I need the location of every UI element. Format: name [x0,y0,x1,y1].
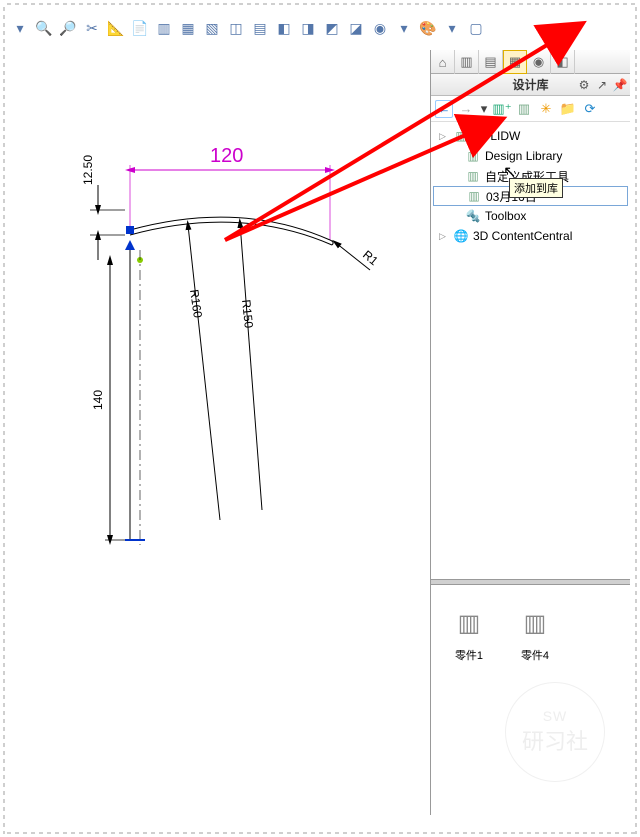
tool-icon[interactable]: ◪ [346,18,366,38]
tree-item[interactable]: 🔩 Toolbox [433,206,628,226]
tool-icon[interactable]: ▢ [466,18,486,38]
custom-tab[interactable]: ▤ [479,50,503,74]
top-toolbar: ▾ 🔍 🔎 ✂ 📐 📄 ▥ ▦ ▧ ◫ ▤ ◧ ◨ ◩ ◪ ◉ ▾ 🎨 ▾ ▢ [10,18,486,38]
tree-item[interactable]: ▷ 🌐 3D ContentCentral [433,226,628,246]
nav-back-icon[interactable]: ← [435,100,453,118]
part-label: 零件1 [455,647,483,663]
part-thumb: ▥ [451,605,487,641]
tool-icon[interactable]: ✂ [82,18,102,38]
part-thumb: ▥ [517,605,553,641]
tool-icon[interactable]: ◉ [370,18,390,38]
refresh-icon[interactable]: ⟳ [581,100,599,118]
folder-icon[interactable]: 📁 [559,100,577,118]
tab-strip: ⌂▥▤▦◉◧ [431,50,630,74]
dim-r160: R160 [187,288,205,319]
dim-r150: R150 [239,299,256,329]
tool-icon[interactable]: ▤ [250,18,270,38]
tool-icon[interactable]: ◫ [226,18,246,38]
props-tab[interactable]: ▦ [503,50,527,74]
tool-icon[interactable]: ▦ [178,18,198,38]
item-label: Design Library [485,149,562,163]
tool-icon[interactable]: ◧ [274,18,294,38]
tool-icon[interactable]: 🔍 [34,18,54,38]
tool-icon[interactable]: ▾ [10,18,30,38]
gear-icon[interactable]: ⚙ [576,77,592,93]
item-icon: ▥ [453,129,469,143]
tooltip: 添加到库 [509,178,563,198]
tool-icon[interactable]: 📐 [106,18,126,38]
item-label: 3D ContentCentral [473,229,572,243]
item-icon: ▥ [465,169,481,183]
tool-icon[interactable]: ◨ [298,18,318,38]
parts-panel: ▥ 零件1 ▥ 零件4 [431,593,630,675]
expand-icon[interactable]: ↗ [594,77,610,93]
nav-fwd-icon[interactable]: → [457,100,475,118]
expand-icon[interactable]: ▷ [439,231,449,242]
watermark: SW 研习社 [505,682,605,782]
tool-icon[interactable]: ▾ [442,18,462,38]
part4[interactable]: ▥ 零件4 [517,605,553,663]
pin-icon[interactable]: 📌 [612,77,628,93]
item-icon: ▥ [466,189,482,203]
item-icon: ▥ [465,149,481,163]
tool-icon[interactable]: 📄 [130,18,150,38]
dim-height: 140 [91,390,105,410]
nav-drop-icon[interactable]: ▾ [479,100,489,118]
home-tab[interactable]: ⌂ [431,50,455,74]
dim-width: 120 [210,145,243,167]
pane-divider[interactable] [431,579,630,585]
tree-item[interactable]: ▷ ▥ SOLIDW [433,126,628,146]
tool-icon[interactable]: ◩ [322,18,342,38]
library-icon[interactable]: ▥ [515,100,533,118]
tool-icon[interactable]: ▾ [394,18,414,38]
tool-icon[interactable]: 🔎 [58,18,78,38]
appearance-tab[interactable]: ◉ [527,50,551,74]
sketch-canvas: 120 12.50 140 R160 R150 R1 [10,40,410,580]
panel-header: 设计库 ⚙ ↗ 📌 [431,74,630,96]
expand-icon[interactable]: ▷ [439,131,449,142]
panel-title: 设计库 [512,76,548,93]
part1[interactable]: ▥ 零件1 [451,605,487,663]
tool-icon[interactable]: ▥ [154,18,174,38]
tree-item[interactable]: ▥ Design Library [433,146,628,166]
item-label: SOLIDW [473,129,520,143]
item-icon: 🔩 [465,209,481,223]
tool-icon[interactable]: 🎨 [418,18,438,38]
part-label: 零件4 [521,647,549,663]
new-icon[interactable]: ✳ [537,100,555,118]
item-icon: 🌐 [453,229,469,243]
tool-icon[interactable]: ▧ [202,18,222,38]
decal-tab[interactable]: ◧ [551,50,575,74]
nav-row: ← → ▾ ▥⁺ ▥ ✳ 📁 ⟳ [431,96,630,122]
library-tab[interactable]: ▥ [455,50,479,74]
item-label: Toolbox [485,209,526,223]
add-to-library-icon[interactable]: ▥⁺ [493,100,511,118]
dim-offset: 12.50 [81,155,95,185]
